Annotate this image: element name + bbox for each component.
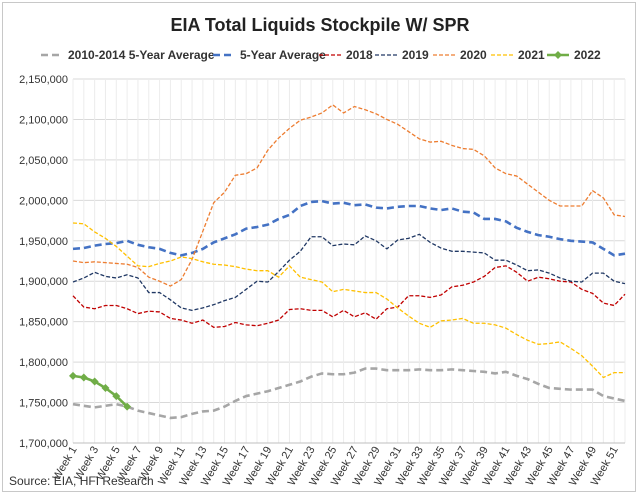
- series-layer: [69, 104, 626, 420]
- y-tick-label: 1,700,000: [19, 438, 68, 450]
- series-line-2022: [72, 374, 129, 408]
- data-point: [112, 392, 121, 401]
- gridlines: [72, 78, 626, 444]
- y-tick-label: 1,850,000: [19, 317, 68, 329]
- y-tick-label: 2,100,000: [19, 114, 68, 126]
- legend-label: 2022: [574, 48, 601, 62]
- legend-marker: [554, 51, 562, 59]
- data-point: [123, 402, 132, 411]
- y-tick-label: 1,900,000: [19, 276, 68, 288]
- legend: 2010-2014 5-Year Average 5-Year Average 20…: [41, 48, 601, 62]
- data-point: [69, 371, 77, 380]
- series-line-5-year-average: [72, 199, 626, 257]
- y-tick-label: 1,800,000: [19, 357, 68, 369]
- series-line-2010-2014-5-year-average: [72, 367, 626, 420]
- legend-label: 2020: [460, 48, 487, 62]
- y-tick-label: 1,950,000: [19, 236, 68, 248]
- y-tick-label: 2,050,000: [19, 155, 68, 167]
- legend-label: 2021: [518, 48, 545, 62]
- chart-title: EIA Total Liquids Stockpile W/ SPR: [170, 15, 469, 35]
- y-tick-label: 1,750,000: [19, 398, 68, 410]
- legend-label: 2010-2014 5-Year Average: [68, 48, 215, 62]
- legend-label: 2019: [402, 48, 429, 62]
- series-line-2018: [72, 265, 626, 328]
- chart: EIA Total Liquids Stockpile W/ SPR 2010-…: [9, 15, 626, 488]
- legend-label: 5-Year Average: [240, 48, 326, 62]
- series-line-2020: [72, 104, 626, 287]
- series-line-2019: [72, 233, 626, 311]
- series-line-2021: [72, 222, 625, 379]
- data-point: [79, 373, 88, 382]
- legend-label: 2018: [346, 48, 373, 62]
- y-axis: 1,700,000 1,750,000 1,800,000 1,850,000 1,90…: [19, 74, 68, 450]
- data-point: [90, 377, 99, 386]
- y-tick-label: 2,000,000: [19, 195, 68, 207]
- data-point: [101, 383, 110, 392]
- y-tick-label: 2,150,000: [19, 74, 68, 86]
- source-note: Source: EIA, HFI Research: [9, 474, 154, 488]
- chart-frame: EIA Total Liquids Stockpile W/ SPR 2010-…: [2, 2, 636, 492]
